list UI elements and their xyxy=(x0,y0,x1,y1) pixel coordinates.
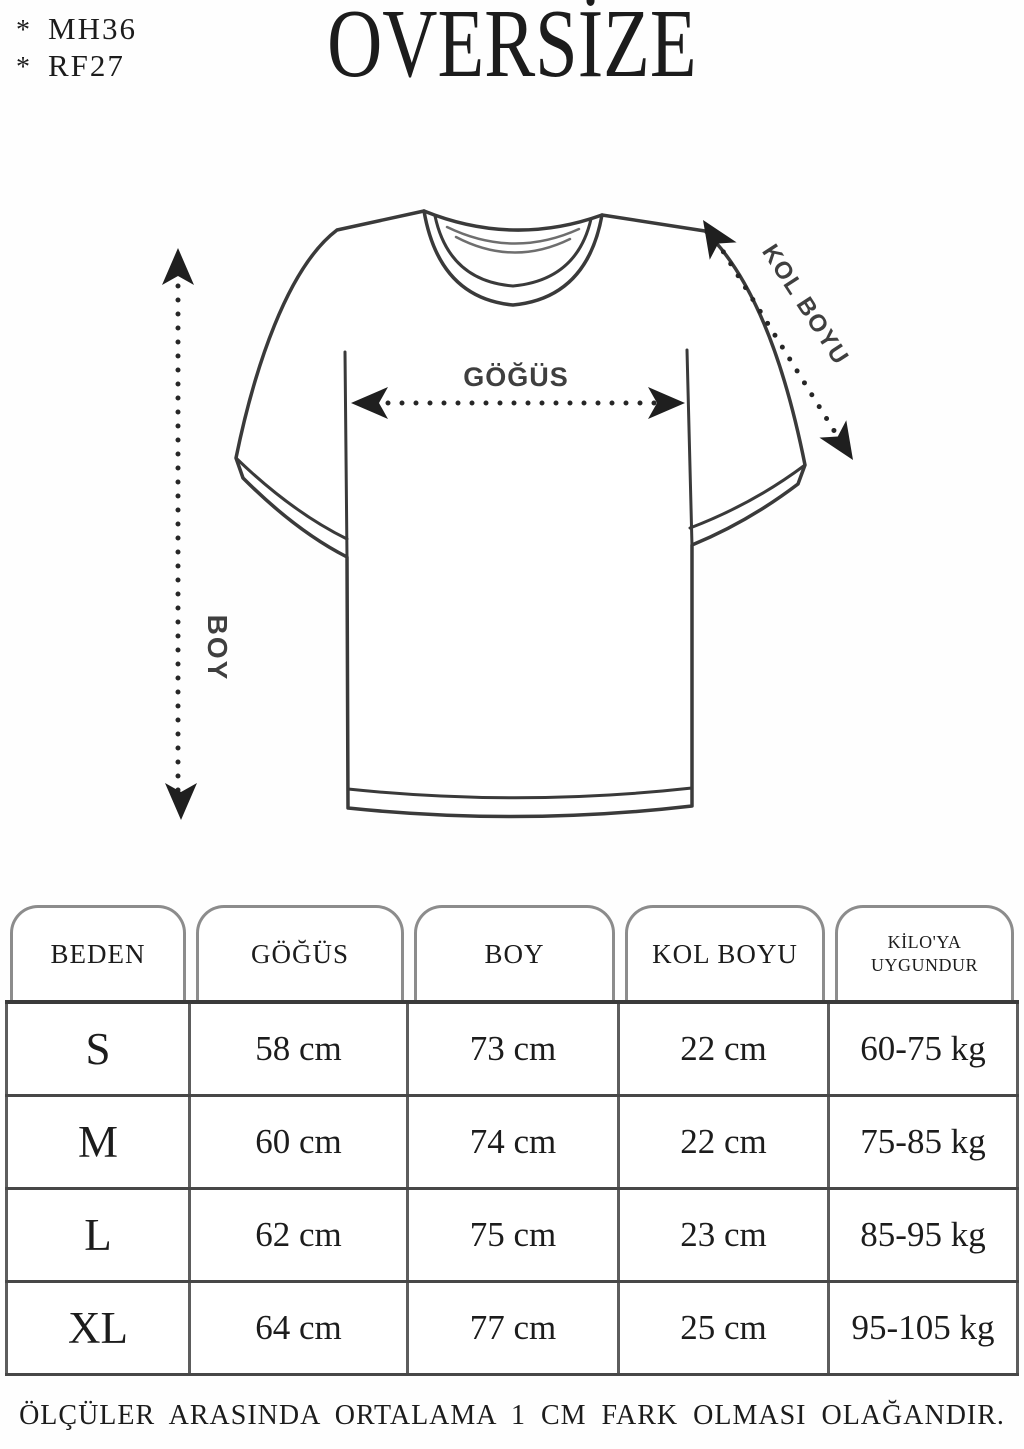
length-cell: 74 cm xyxy=(409,1097,620,1187)
size-table: BEDEN GÖĞÜS BOY KOL BOYU KİLO'YA UYGUNDU… xyxy=(5,905,1019,1376)
hem-line xyxy=(346,786,694,800)
chest-cell: 60 cm xyxy=(191,1097,409,1187)
chest-arrow: GÖĞÜS xyxy=(351,361,685,419)
arrowhead-left-icon xyxy=(351,387,388,419)
weight-cell: 75-85 kg xyxy=(830,1097,1019,1187)
size-cell: XL xyxy=(5,1283,191,1373)
sleeve-cell: 22 cm xyxy=(620,1004,830,1094)
page-title: OVERSİZE xyxy=(0,0,1024,96)
column-header-label: KİLO'YA UYGUNDUR xyxy=(871,931,978,975)
page-title-text: OVERSİZE xyxy=(327,0,697,98)
table-row-m: M 60 cm 74 cm 22 cm 75-85 kg xyxy=(5,1097,1019,1190)
arrowhead-right-icon xyxy=(648,387,685,419)
table-body: S 58 cm 73 cm 22 cm 60-75 kg M 60 cm 74 … xyxy=(5,1004,1019,1376)
product-codes: * MH36 * RF27 xyxy=(16,10,137,84)
code-line: * RF27 xyxy=(16,47,137,84)
chest-cell: 58 cm xyxy=(191,1004,409,1094)
size-cell: L xyxy=(5,1190,191,1280)
weight-cell: 95-105 kg xyxy=(830,1283,1019,1373)
weight-cell: 85-95 kg xyxy=(830,1190,1019,1280)
column-header-beden: BEDEN xyxy=(10,905,186,1000)
column-header-label: BOY xyxy=(484,938,545,969)
sleeve-cell: 23 cm xyxy=(620,1190,830,1280)
arrowhead-down-icon xyxy=(165,783,197,820)
footer-note: ÖLÇÜLER ARASINDA ORTALAMA 1 CM FARK OLMA… xyxy=(19,1400,1005,1431)
size-cell: M xyxy=(5,1097,191,1187)
size-cell: S xyxy=(5,1004,191,1094)
chest-cell: 64 cm xyxy=(191,1283,409,1373)
asterisk-bullet: * xyxy=(16,52,32,83)
length-label: BOY xyxy=(202,615,233,682)
tshirt-outline xyxy=(234,209,807,819)
sleeve-cell: 25 cm xyxy=(620,1283,830,1373)
table-row-xl: XL 64 cm 77 cm 25 cm 95-105 kg xyxy=(5,1283,1019,1376)
column-header-boy: BOY xyxy=(414,905,615,1000)
table-row-l: L 62 cm 75 cm 23 cm 85-95 kg xyxy=(5,1190,1019,1283)
chest-label: GÖĞÜS xyxy=(463,361,569,392)
collar-band-inner xyxy=(433,214,593,288)
arrowhead-up-icon xyxy=(162,248,194,285)
column-header-label: KOL BOYU xyxy=(652,938,798,969)
code-line: * MH36 xyxy=(16,10,137,47)
collar-rib-line xyxy=(445,225,581,245)
sleeve-cell: 22 cm xyxy=(620,1097,830,1187)
product-code: MH36 xyxy=(48,11,137,46)
length-cell: 73 cm xyxy=(409,1004,620,1094)
column-header-gogus: GÖĞÜS xyxy=(196,905,404,1000)
arrowhead-downright-icon xyxy=(819,420,853,460)
table-header-row: BEDEN GÖĞÜS BOY KOL BOYU KİLO'YA UYGUNDU… xyxy=(5,905,1019,1004)
weight-cell: 60-75 kg xyxy=(830,1004,1019,1094)
column-header-kol-boyu: KOL BOYU xyxy=(625,905,825,1000)
table-row-s: S 58 cm 73 cm 22 cm 60-75 kg xyxy=(5,1004,1019,1097)
collar-rib-line xyxy=(454,235,572,254)
cuff-line-left xyxy=(234,456,349,541)
product-code: RF27 xyxy=(48,48,125,83)
length-arrow: BOY xyxy=(162,248,233,820)
side-seam-right xyxy=(685,348,694,548)
tshirt-diagram: BOY GÖĞÜS KOL BOYU xyxy=(162,209,854,820)
tshirt-drawing xyxy=(234,209,807,819)
chest-cell: 62 cm xyxy=(191,1190,409,1280)
asterisk-bullet: * xyxy=(16,15,32,46)
cuff-line-right xyxy=(688,463,807,530)
side-seam-left xyxy=(343,350,349,560)
arrowhead-upleft-icon xyxy=(703,220,737,260)
column-header-label: BEDEN xyxy=(50,938,146,969)
length-cell: 75 cm xyxy=(409,1190,620,1280)
length-cell: 77 cm xyxy=(409,1283,620,1373)
column-header-label: GÖĞÜS xyxy=(250,938,349,969)
collar-band-outer xyxy=(422,209,604,307)
column-header-kiloya-uygundur: KİLO'YA UYGUNDUR xyxy=(835,905,1014,1000)
